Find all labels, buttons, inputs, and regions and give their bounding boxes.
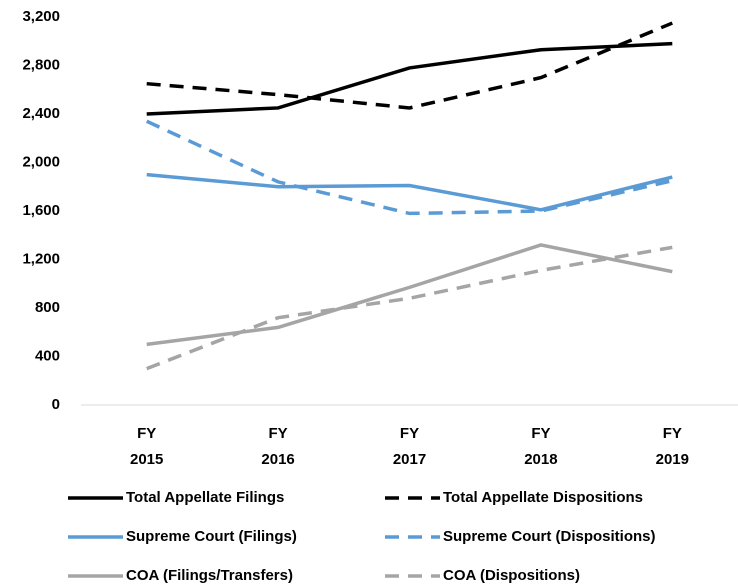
x-tick-label: FY 2015	[130, 425, 163, 468]
legend-label: Total Appellate Filings	[126, 489, 284, 506]
legend-label: Supreme Court (Dispositions)	[443, 528, 656, 545]
y-tick-label: 3,200	[22, 8, 60, 25]
y-tick-label: 2,800	[22, 56, 60, 73]
series-line	[146, 172, 673, 212]
y-tick-label: 400	[35, 347, 60, 364]
x-tick-label: FY 2016	[261, 425, 294, 468]
legend-label: Total Appellate Dispositions	[443, 489, 643, 506]
series-line	[146, 21, 673, 110]
series-line	[145, 119, 673, 216]
series-line	[146, 245, 673, 371]
y-tick-label: 0	[52, 396, 60, 413]
x-tick-label: FY 2018	[524, 425, 557, 468]
y-tick-label: 800	[35, 299, 60, 316]
y-tick-label: 2,000	[22, 153, 60, 170]
x-tick-label: FY 2019	[656, 425, 689, 468]
y-tick-label: 1,200	[22, 250, 60, 267]
legend-label: Supreme Court (Filings)	[126, 528, 297, 545]
series-line	[146, 41, 673, 116]
y-tick-label: 1,600	[22, 202, 60, 219]
legend-label: COA (Dispositions)	[443, 567, 580, 584]
legend-label: COA (Filings/Transfers)	[126, 567, 293, 584]
x-tick-label: FY 2017	[393, 425, 426, 468]
y-tick-label: 2,400	[22, 105, 60, 122]
